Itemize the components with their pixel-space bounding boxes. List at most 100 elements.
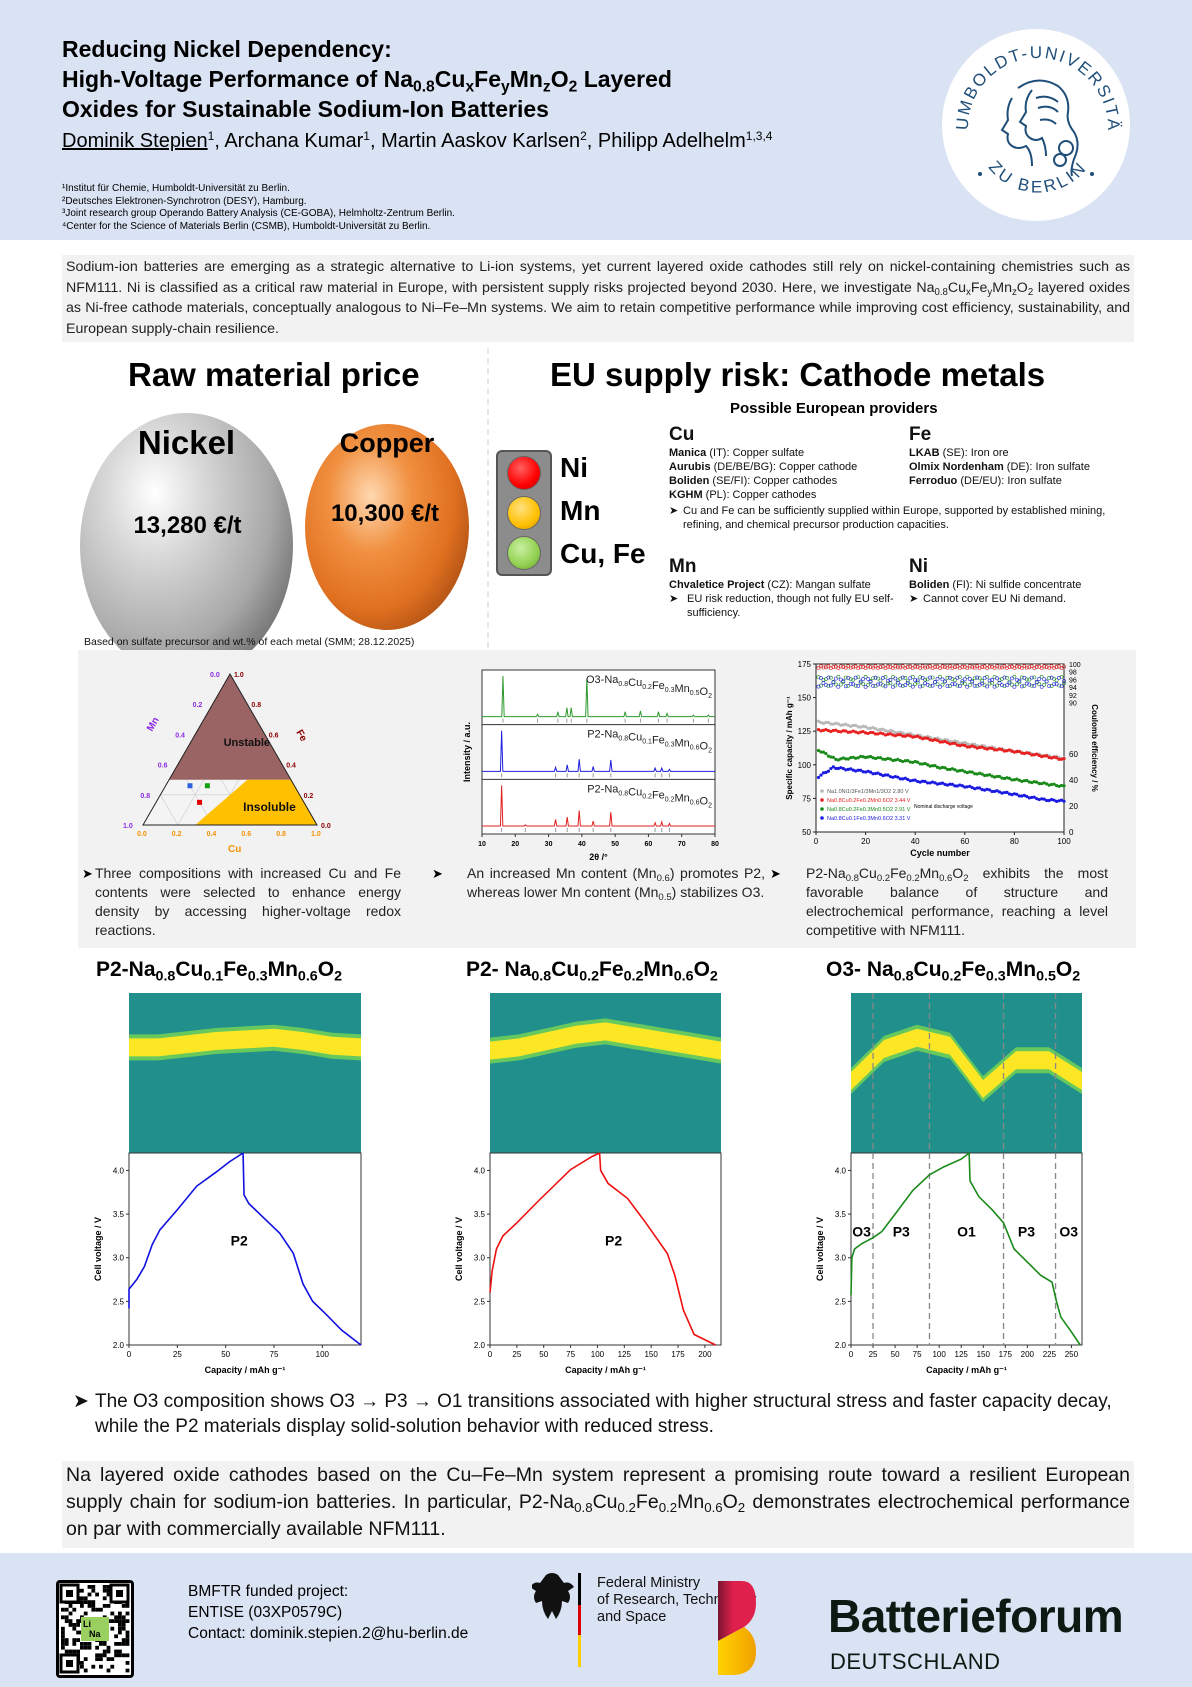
efficiency-point (992, 664, 997, 668)
qr-module (106, 1649, 111, 1654)
qr-code-icon[interactable]: Li Na (56, 1580, 134, 1678)
capacity-point (1002, 776, 1007, 781)
label-part: Mn (675, 738, 690, 750)
x-tick-label: 60 (960, 837, 969, 846)
efficiency-point (841, 679, 846, 683)
capacity-point (955, 740, 959, 744)
label-part: 0.2 (642, 684, 652, 691)
nickel-price: 13,280 €/t (133, 512, 242, 539)
author: Martin Aaskov Karlsen (381, 130, 581, 152)
efficiency-point (933, 680, 937, 684)
capacity-point (980, 772, 984, 776)
efficiency-point (1002, 664, 1007, 669)
price-heading: Raw material price (128, 356, 420, 393)
qr-finder-core (116, 1590, 123, 1597)
bullet-mn-content: An increased Mn content (Mn0.6) promotes… (467, 865, 765, 903)
capacity-point (1027, 780, 1031, 784)
cu-fe-bullet: Cu and Fe can be sufficiently supplied w… (683, 505, 1106, 531)
bullet-arrow-icon: ➤ (82, 866, 93, 881)
efficiency-point (905, 665, 910, 669)
contact-email[interactable]: Contact: dominik.stepien.2@hu-berlin.de (188, 1625, 469, 1642)
capacity-point (923, 761, 927, 766)
x-axis-label: Cycle number (910, 848, 970, 858)
capacity-point (965, 771, 969, 775)
capacity-point (995, 774, 999, 779)
qr-module (106, 1588, 111, 1593)
plot-frame (481, 669, 716, 835)
qr-module (87, 1642, 92, 1646)
qr-module (118, 1623, 122, 1627)
efficiency-point (987, 664, 992, 669)
capacity-point (1037, 797, 1041, 802)
capacity-point (1045, 754, 1049, 758)
efficiency-point (938, 674, 942, 679)
region-label-insoluble: Insoluble (243, 800, 296, 814)
capacity-point (935, 765, 940, 769)
qr-module (99, 1657, 103, 1661)
capacity-point (923, 779, 927, 784)
qr-module (114, 1634, 118, 1639)
efficiency-point (905, 680, 910, 685)
capacity-point (1030, 780, 1034, 785)
capacity-point (898, 730, 902, 734)
operando-chart-3: O3 P3 O1 P3 O3 0 25 50 75 100 125 150 175 200 225 250 2.… (815, 993, 1083, 1375)
label-part: P2-Na (587, 783, 619, 795)
qr-module (106, 1645, 111, 1650)
efficiency-point (1037, 677, 1042, 681)
capacity-point (1032, 795, 1036, 799)
cu-tick-label: 0.0 (137, 831, 147, 838)
capacity-point (856, 768, 860, 772)
capacity-point (876, 771, 880, 775)
capacity-point (901, 777, 905, 781)
capacity-point (960, 743, 964, 747)
capacity-point (908, 734, 912, 738)
efficiency-point (990, 664, 994, 669)
operando-chart-2: P2 0 25 50 75 100 125 150 175 200 2.0 2.5 3.0 3.5 4.0 C… (454, 993, 722, 1375)
efficiency-point (1062, 664, 1066, 669)
y-tick-label: 75 (802, 794, 811, 803)
capacity-point (864, 770, 868, 774)
y-tick-label: 150 (798, 694, 812, 703)
efficiency-point (1052, 682, 1056, 687)
capacity-point (990, 746, 994, 750)
federal-eagle-icon (532, 1573, 581, 1667)
qr-module (99, 1653, 103, 1658)
composition-point (187, 783, 193, 789)
efficiency-point (908, 682, 913, 687)
efficiency-point (913, 665, 918, 670)
efficiency-point (1032, 675, 1037, 680)
efficiency-point (853, 664, 858, 669)
qr-module (80, 1645, 84, 1650)
capacity-point (1007, 792, 1012, 796)
efficiency-point (883, 675, 888, 679)
qr-module (106, 1668, 111, 1673)
efficiency-point (866, 677, 870, 681)
capacity-point (997, 774, 1002, 779)
qr-module (118, 1626, 122, 1631)
efficiency-point (980, 665, 985, 669)
capacity-point (861, 724, 865, 728)
y-tick-label: 50 (802, 828, 811, 837)
efficiency-point (1062, 681, 1066, 686)
capacity-point (1020, 779, 1024, 783)
efficiency-point (965, 674, 970, 679)
y2-axis-label: Coulomb efficiency / % (1090, 704, 1099, 792)
capacity-point (1040, 781, 1044, 786)
capacity-point (1020, 794, 1024, 798)
efficiency-point (1062, 679, 1066, 683)
capacity-point (913, 778, 917, 782)
qr-module (102, 1588, 107, 1593)
efficiency-point (935, 676, 940, 681)
y-tick-label: 2.5 (835, 1297, 847, 1306)
capacity-point (896, 775, 900, 779)
author: Archana Kumar (224, 130, 364, 152)
capacity-point (819, 729, 823, 733)
qr-module (72, 1638, 77, 1642)
efficiency-point (871, 683, 875, 688)
qr-module (110, 1664, 115, 1669)
capacity-point (1035, 797, 1039, 801)
mn-bullet: EU risk reduction, though not fully EU s… (687, 593, 894, 619)
y-tick-label: 4.0 (835, 1166, 847, 1175)
capacity-point (1027, 751, 1031, 756)
efficiency-point (846, 684, 851, 688)
